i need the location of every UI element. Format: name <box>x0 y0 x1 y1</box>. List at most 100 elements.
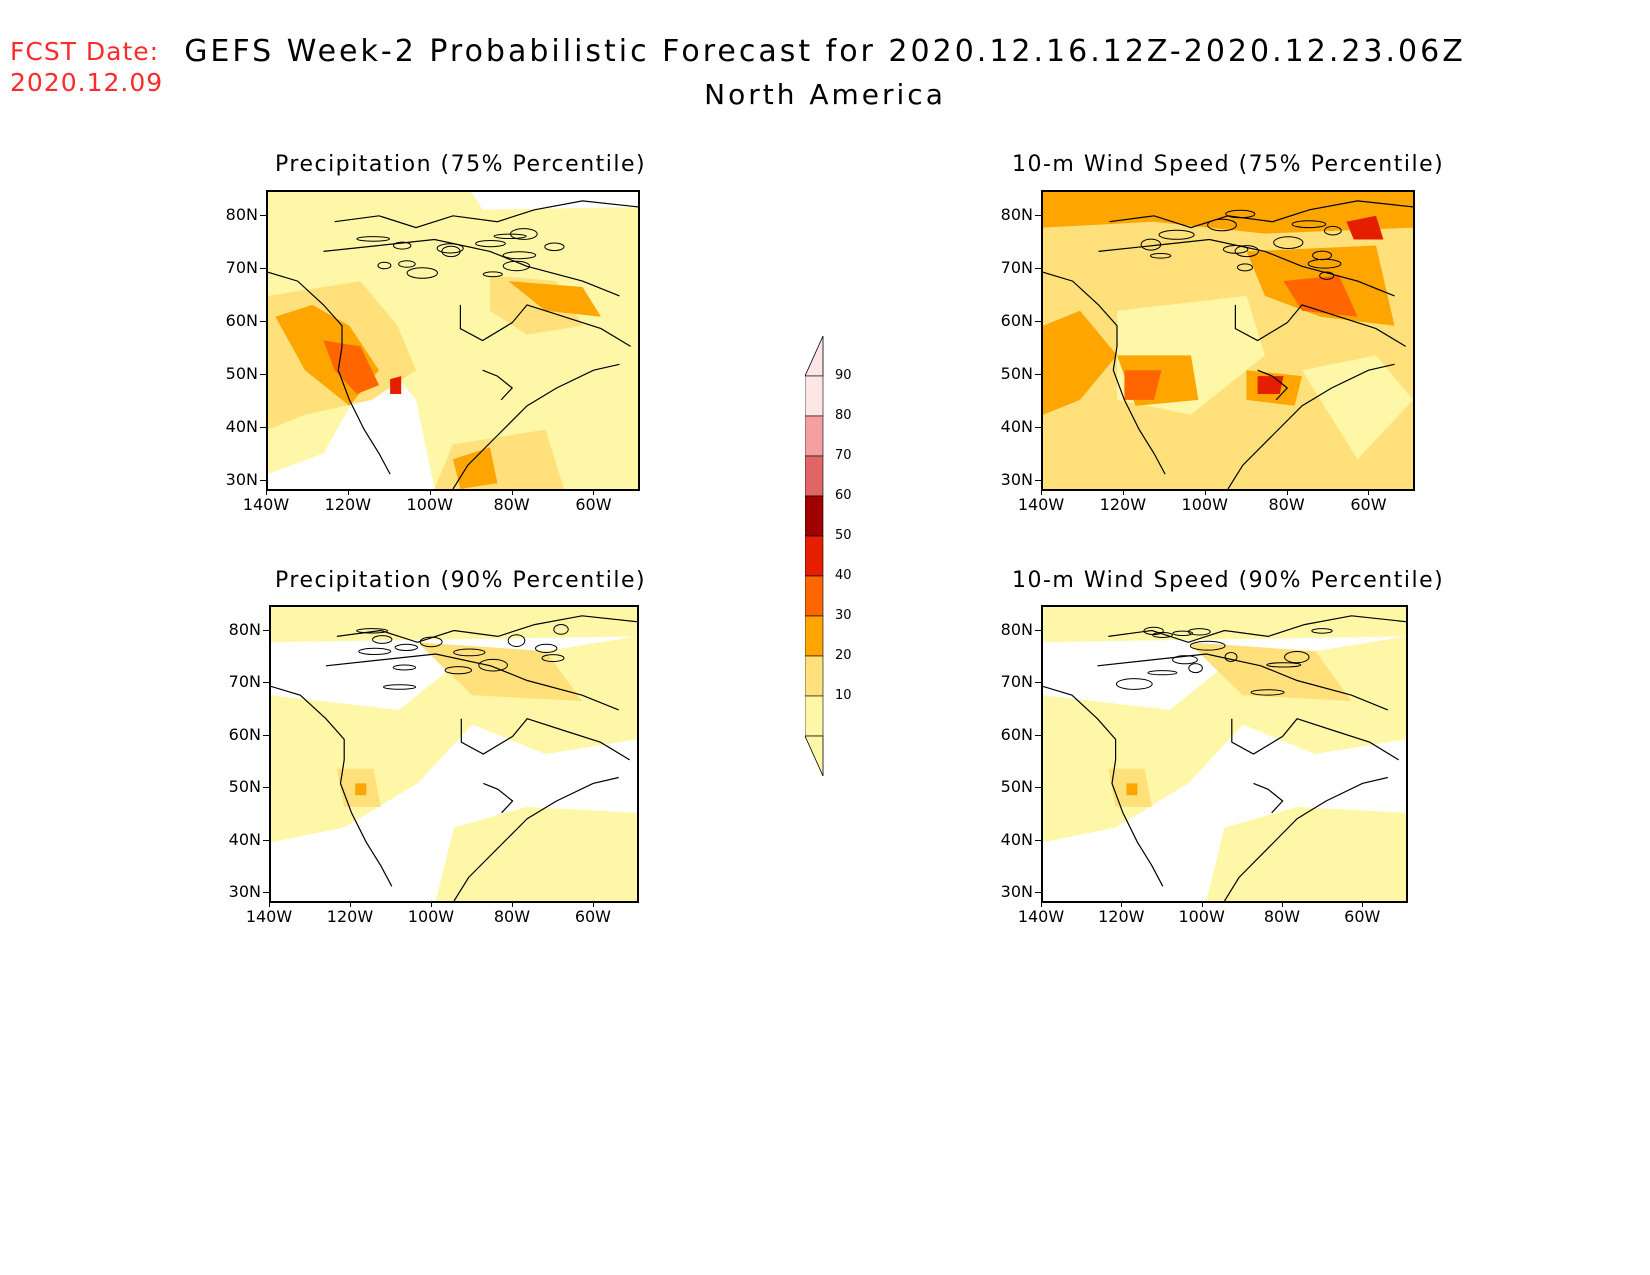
colorbar-level-label: 20 <box>835 648 852 663</box>
lon-tick-label: 80W <box>493 495 530 514</box>
island-outline <box>356 236 391 242</box>
island-outline <box>1140 238 1162 251</box>
island-outline <box>1187 628 1211 636</box>
fcst-date-label: FCST Date: <box>10 37 160 66</box>
shaded-region-c50 <box>390 376 402 394</box>
shaded-region-c10 <box>435 806 637 901</box>
coastline <box>271 685 393 887</box>
lat-tick-label: 80N <box>1000 205 1033 224</box>
lat-tick-label: 80N <box>1000 620 1033 639</box>
lat-tick <box>260 374 266 375</box>
island-outline <box>475 240 506 248</box>
coastline <box>1043 685 1164 887</box>
lon-tick <box>1041 489 1042 495</box>
shaded-region-c30 <box>1126 783 1138 796</box>
lat-tick-label: 60N <box>225 311 258 330</box>
lat-tick-label: 50N <box>225 364 258 383</box>
lat-tick <box>1035 734 1041 736</box>
coastline <box>1097 653 1389 711</box>
lat-tick-label: 30N <box>225 470 258 489</box>
lon-tick <box>1122 489 1124 495</box>
lon-tick-label: 100W <box>406 495 453 514</box>
lat-tick <box>263 734 269 736</box>
lon-tick <box>1041 901 1042 907</box>
coastline <box>1043 271 1166 475</box>
lon-tick-label: 120W <box>324 495 372 514</box>
island-outline <box>444 666 473 675</box>
island-outline <box>1172 630 1194 636</box>
panel-title: Precipitation (75% Percentile) <box>275 152 647 177</box>
colorbar-segment <box>805 415 824 457</box>
colorbar-segment <box>805 655 824 697</box>
lat-tick <box>263 630 269 631</box>
island-outline <box>1149 253 1172 259</box>
shaded-region-c40 <box>323 340 379 394</box>
island-outline <box>1273 236 1304 249</box>
coastline <box>482 369 514 401</box>
colorbar-level-label: 30 <box>835 608 852 623</box>
map-svg <box>271 607 637 901</box>
lat-tick-label: 60N <box>1000 724 1033 744</box>
coastline <box>1227 363 1395 489</box>
coastline <box>1253 782 1284 814</box>
colorbar-level-label: 50 <box>835 528 852 543</box>
coastline <box>460 718 631 761</box>
coastline <box>1223 776 1388 901</box>
colorbar-level-label: 70 <box>835 448 852 463</box>
coastline <box>334 200 638 229</box>
island-outline <box>393 241 412 250</box>
shaded-region-c50 <box>1257 376 1284 394</box>
lon-tick-label: 60W <box>575 495 612 514</box>
shaded-region-c20 <box>1188 642 1352 702</box>
shaded-region-c40 <box>1283 275 1358 317</box>
panel-title: Precipitation (90% Percentile) <box>275 568 647 593</box>
coastline <box>453 776 619 901</box>
colorbar-segment <box>805 455 824 497</box>
lon-tick <box>1121 901 1123 907</box>
shaded-region-c10 <box>1206 806 1406 901</box>
island-outline <box>1311 628 1333 634</box>
colorbar-level-label: 90 <box>835 368 852 383</box>
lon-tick-label: 60W <box>1344 907 1381 926</box>
coastline <box>268 271 391 475</box>
lat-tick <box>260 427 266 428</box>
island-outline <box>406 267 439 279</box>
coastline <box>1098 238 1395 297</box>
lat-tick-label: 80N <box>225 205 258 224</box>
lat-tick-label: 40N <box>225 417 258 436</box>
panel-title: 10-m Wind Speed (90% Percentile) <box>1012 568 1445 593</box>
lon-tick <box>592 901 594 907</box>
island-outline <box>544 242 565 252</box>
island-outline <box>502 260 531 272</box>
shaded-region-c10 <box>1043 607 1406 643</box>
island-outline <box>541 654 565 663</box>
lon-tick <box>349 901 351 907</box>
shaded-region-c10 <box>271 607 637 643</box>
island-outline <box>1266 662 1302 668</box>
lon-tick-label: 140W <box>242 495 290 514</box>
lat-tick-label: 70N <box>228 672 261 692</box>
island-outline <box>1312 250 1333 261</box>
colorbar-segment <box>805 495 824 537</box>
lon-tick <box>593 489 595 495</box>
coastline <box>1257 369 1289 401</box>
lon-tick-label: 100W <box>1178 907 1225 926</box>
lat-tick <box>263 682 269 684</box>
island-outline <box>493 233 527 239</box>
shaded-region-c50 <box>1346 215 1384 240</box>
lat-tick-label: 50N <box>228 777 261 797</box>
lon-tick-label: 60W <box>1350 495 1387 514</box>
colorbar-level-label: 10 <box>835 688 852 703</box>
lat-tick-label: 60N <box>1000 311 1033 330</box>
lon-tick <box>347 489 349 495</box>
lon-tick-label: 120W <box>1099 495 1147 514</box>
map-svg <box>1043 607 1406 901</box>
lat-tick <box>1035 682 1041 684</box>
lat-tick-label: 60N <box>228 724 261 744</box>
colorbar-segment <box>805 695 824 737</box>
lat-tick-label: 40N <box>228 829 261 849</box>
panel-title: 10-m Wind Speed (75% Percentile) <box>1012 152 1445 177</box>
island-outline <box>1172 655 1198 665</box>
map-plot-area <box>1041 190 1415 491</box>
lat-tick <box>1035 321 1041 322</box>
